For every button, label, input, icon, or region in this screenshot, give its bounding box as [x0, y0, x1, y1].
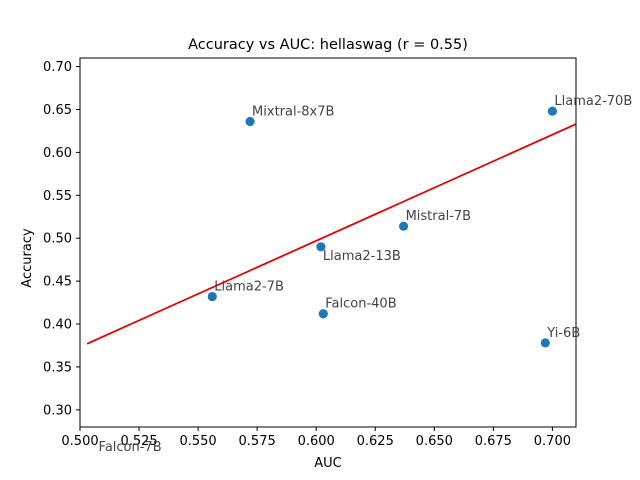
x-tick-label: 0.600	[298, 434, 335, 449]
point-label: Mistral-7B	[406, 209, 472, 224]
y-tick-label: 0.40	[43, 318, 72, 333]
x-axis-label: AUC	[314, 456, 342, 471]
y-tick-label: 0.35	[43, 360, 72, 375]
x-tick-label: 0.575	[239, 434, 276, 449]
x-tick-label: 0.500	[61, 434, 98, 449]
point-label: Llama2-7B	[214, 280, 284, 295]
y-axis-label: Accuracy	[20, 228, 35, 288]
point-label: Yi-6B	[546, 326, 580, 341]
x-tick-label: 0.625	[357, 434, 394, 449]
point-labels: Llama2-70B Mixtral-8x7B Mistral-7B Llama2-1…	[99, 94, 633, 455]
y-tick-label: 0.60	[43, 146, 72, 161]
y-tick-label: 0.70	[43, 60, 72, 75]
y-tick-label: 0.55	[43, 189, 72, 204]
point-label: Falcon-7B	[99, 440, 162, 455]
y-tick-label: 0.65	[43, 103, 72, 118]
point-label: Falcon-40B	[325, 297, 396, 312]
point-label: Llama2-70B	[554, 94, 632, 109]
chart-title: Accuracy vs AUC: hellaswag (r = 0.55)	[188, 37, 468, 53]
y-tick-label: 0.30	[43, 403, 72, 418]
x-tick-label: 0.550	[179, 434, 216, 449]
x-tick-label: 0.650	[416, 434, 453, 449]
x-tick-label: 0.675	[475, 434, 512, 449]
y-tick-label: 0.50	[43, 232, 72, 247]
x-tick-label: 0.700	[534, 434, 571, 449]
point-label: Mixtral-8x7B	[252, 105, 334, 120]
point-label: Llama2-13B	[323, 249, 401, 264]
y-tick-label: 0.45	[43, 275, 72, 290]
